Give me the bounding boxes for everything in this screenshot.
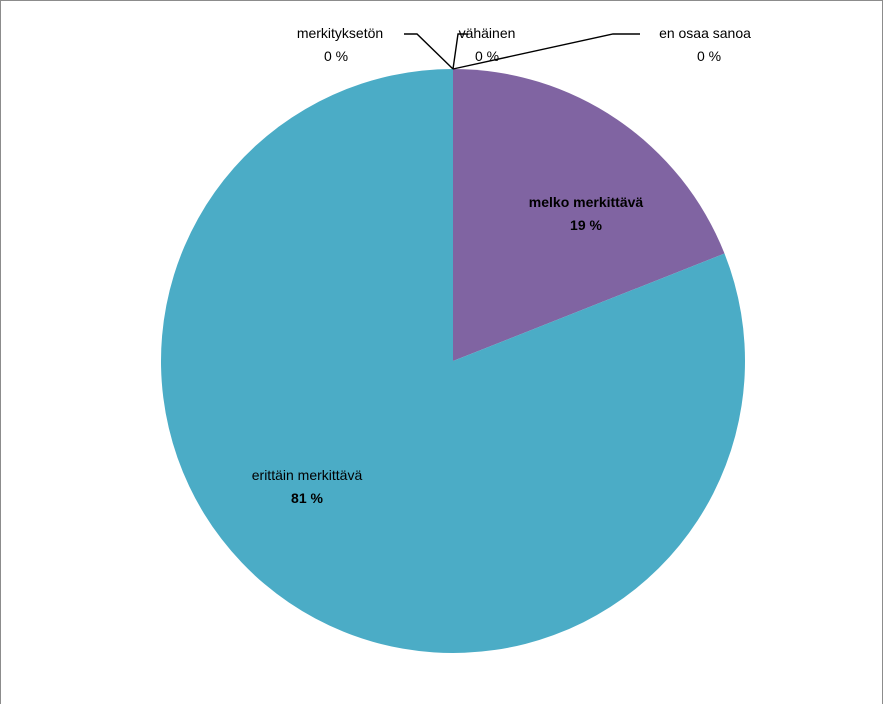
slice-value-en-osaa-sanoa: 0 % (697, 48, 721, 64)
slice-label-vahainen: vähäinen (459, 25, 516, 41)
leader-line-en-osaa-sanoa (452, 33, 640, 70)
slice-value-merkitykseton: 0 % (324, 48, 348, 64)
leader-line-merkitykseton (404, 33, 454, 70)
pie-slice-0 (453, 69, 725, 361)
leader-line-vahainen (452, 33, 468, 70)
pie-slice-1 (160, 69, 745, 653)
slice-value-vahainen: 0 % (475, 48, 499, 64)
slice-label-melko-merkittava: melko merkittävä (529, 194, 644, 210)
slice-label-merkitykseton: merkityksetön (297, 25, 383, 41)
slice-value-erittain-merkittava: 81 % (291, 490, 323, 506)
slice-label-erittain-merkittava: erittäin merkittävä (252, 467, 363, 483)
slice-label-en-osaa-sanoa: en osaa sanoa (659, 25, 751, 41)
slice-value-melko-merkittava: 19 % (570, 217, 602, 233)
